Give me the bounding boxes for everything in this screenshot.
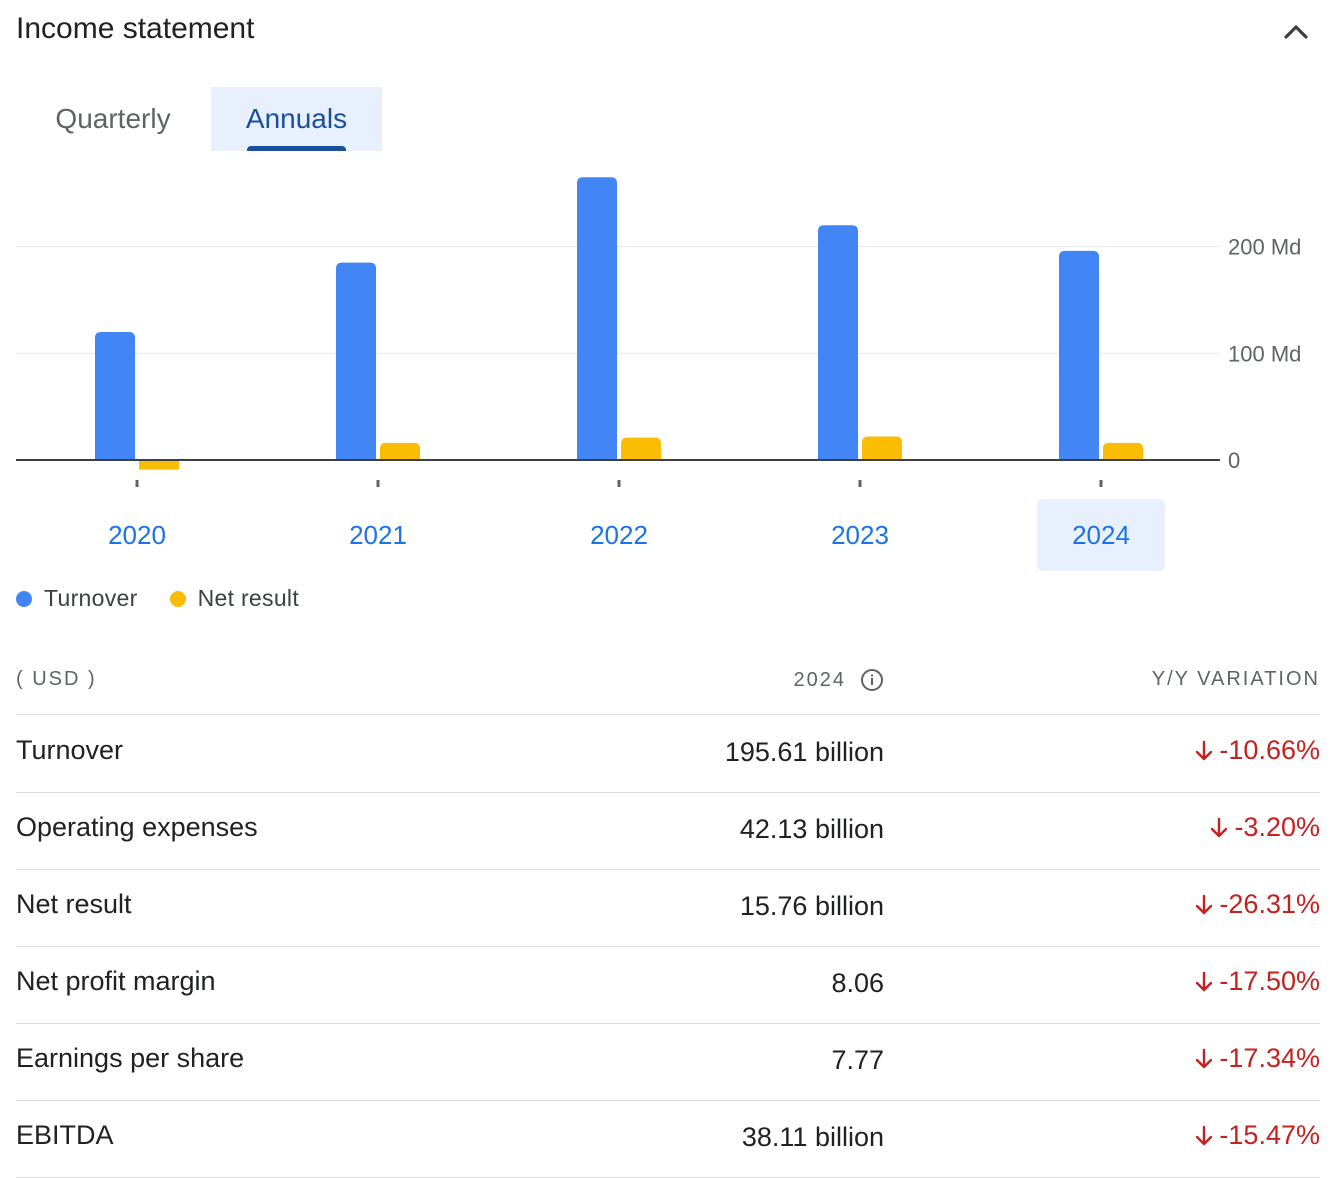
row-variation-value: -3.20% xyxy=(1234,812,1320,842)
row-value: 195.61 billion xyxy=(724,737,884,767)
legend-item-net-result: Net result xyxy=(169,585,300,612)
info-icon[interactable] xyxy=(860,668,884,692)
x-tick-label-2022[interactable]: 2022 xyxy=(590,520,648,550)
year-header: 2024 xyxy=(794,668,885,692)
arrow-down-icon xyxy=(1196,1125,1213,1145)
chevron-up-icon[interactable] xyxy=(1278,14,1314,50)
y-tick-label: 100 Md xyxy=(1228,341,1301,366)
x-tick-label-2021[interactable]: 2021 xyxy=(349,520,407,550)
row-value: 42.13 billion xyxy=(739,814,884,844)
row-variation-value: -10.66% xyxy=(1219,735,1320,765)
selected-year-highlight xyxy=(1037,499,1165,571)
page-title: Income statement xyxy=(16,12,255,45)
chart-legend: Turnover Net result xyxy=(16,585,331,612)
legend-item-turnover: Turnover xyxy=(16,585,138,612)
bar-turnover xyxy=(95,331,135,460)
currency-label: ( USD ) xyxy=(16,668,97,690)
bar-net-result xyxy=(621,437,661,460)
bar-net-result xyxy=(1103,442,1143,460)
tab-quarterly-label: Quarterly xyxy=(55,103,171,134)
legend-dot-turnover xyxy=(16,590,32,607)
bar-net-result xyxy=(380,442,420,460)
table-row: Earnings per share 7.77 -17.34% xyxy=(16,1023,1320,1101)
income-chart: 0 100 Md 200 Md 2020 2021 2022 2023 2024 xyxy=(16,177,1301,571)
row-value: 8.06 xyxy=(831,968,884,998)
row-variation: -3.20% xyxy=(1208,812,1320,843)
row-value: 7.77 xyxy=(831,1045,884,1075)
row-variation: -17.50% xyxy=(1193,966,1320,997)
arrow-down-icon xyxy=(1211,817,1228,837)
tab-annuals[interactable]: Annuals xyxy=(211,87,382,151)
row-variation-value: -17.50% xyxy=(1219,966,1320,996)
row-label: Operating expenses xyxy=(16,812,258,842)
table-header: ( USD ) 2024 Y/Y VARIATION xyxy=(16,660,1320,715)
tab-quarterly[interactable]: Quarterly xyxy=(16,87,210,151)
arrow-down-icon xyxy=(1196,1048,1213,1068)
row-value: 38.11 billion xyxy=(741,1122,884,1152)
row-variation: -10.66% xyxy=(1193,735,1320,766)
bar-turnover xyxy=(818,225,858,460)
row-value: 15.76 billion xyxy=(739,891,884,921)
table-row: Net profit margin 8.06 -17.50% xyxy=(16,946,1320,1024)
legend-label-net-result: Net result xyxy=(197,585,300,611)
table-row: Net result 15.76 billion -26.31% xyxy=(16,869,1320,947)
row-label: EBITDA xyxy=(16,1120,114,1150)
row-label: Earnings per share xyxy=(16,1043,245,1073)
legend-label-turnover: Turnover xyxy=(44,585,138,611)
variation-header: Y/Y VARIATION xyxy=(1151,668,1320,690)
x-tick-label-2023[interactable]: 2023 xyxy=(831,520,889,550)
row-label: Net profit margin xyxy=(16,966,216,996)
row-variation: -26.31% xyxy=(1193,889,1320,920)
year-header-label: 2024 xyxy=(793,668,846,691)
legend-dot-net-result xyxy=(169,590,186,607)
row-variation-value: -26.31% xyxy=(1219,889,1320,919)
tab-annuals-label: Annuals xyxy=(245,103,348,134)
row-variation-value: -15.47% xyxy=(1219,1120,1320,1150)
row-label: Net result xyxy=(16,889,132,919)
arrow-down-icon xyxy=(1196,971,1213,991)
x-tick-label-2024[interactable]: 2024 xyxy=(1072,520,1130,550)
x-tick-label-2020[interactable]: 2020 xyxy=(108,520,166,550)
y-tick-label: 0 xyxy=(1228,448,1240,473)
row-variation-value: -17.34% xyxy=(1219,1043,1320,1073)
y-tick-label: 200 Md xyxy=(1228,235,1301,260)
tab-active-indicator xyxy=(247,146,346,151)
table-row: Turnover 195.61 billion -10.66% xyxy=(16,715,1320,793)
row-variation: -15.47% xyxy=(1193,1120,1320,1151)
table-row: Operating expenses 42.13 billion -3.20% xyxy=(16,792,1320,870)
row-variation: -17.34% xyxy=(1193,1043,1320,1074)
bar-net-result xyxy=(139,460,179,470)
table-row: EBITDA 38.11 billion -15.47% xyxy=(16,1100,1320,1178)
arrow-down-icon xyxy=(1196,894,1213,914)
bar-turnover xyxy=(336,262,376,460)
bar-turnover xyxy=(577,177,617,460)
bar-turnover xyxy=(1059,250,1099,460)
row-label: Turnover xyxy=(16,735,124,765)
bar-net-result xyxy=(862,436,902,460)
arrow-down-icon xyxy=(1196,740,1213,760)
